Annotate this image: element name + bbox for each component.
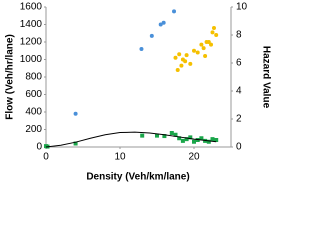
point (201, 46, 206, 51)
point (180, 138, 185, 143)
point (179, 63, 184, 68)
x-tick-label: 0 (43, 152, 49, 163)
y2-tick-label: 2 (236, 114, 242, 125)
point (206, 40, 211, 44)
chart: Density (Veh/km/lane) Flow (Veh/hr/lane)… (5, 2, 272, 183)
point (184, 53, 189, 58)
point (210, 137, 215, 142)
point (140, 133, 145, 138)
y2-tick-label: 4 (236, 86, 242, 97)
y2-tick-label: 0 (236, 142, 242, 153)
point (172, 9, 177, 14)
point (188, 135, 193, 140)
point (173, 55, 178, 60)
y2-axis-title: Hazard Value (260, 46, 271, 109)
point (162, 134, 167, 139)
point (183, 59, 188, 64)
point (214, 138, 219, 142)
y-tick-label: 400 (25, 107, 42, 118)
point (211, 26, 216, 30)
point (206, 139, 211, 144)
point (149, 33, 154, 38)
y-tick-label: 1000 (20, 54, 43, 65)
point (139, 47, 144, 51)
point (73, 141, 78, 146)
point (214, 33, 219, 37)
curve (45, 131, 217, 148)
point (155, 133, 159, 138)
point (192, 139, 196, 144)
y-tick-label: 800 (25, 72, 42, 83)
point (177, 136, 182, 141)
y-tick-label: 600 (25, 89, 42, 100)
point (210, 30, 215, 35)
point (192, 48, 196, 53)
point (158, 22, 163, 27)
point (177, 52, 182, 57)
x-tick-label: 10 (114, 152, 126, 163)
point (199, 136, 204, 141)
point (188, 61, 193, 66)
y-tick-label: 1600 (20, 2, 43, 13)
point (195, 50, 200, 55)
point (169, 131, 174, 135)
point (161, 20, 166, 25)
y2-tick-label: 10 (236, 2, 248, 13)
point (175, 68, 180, 72)
y-tick-label: 0 (36, 142, 42, 153)
x-tick-label: 20 (188, 152, 200, 163)
y-tick-label: 200 (25, 124, 42, 135)
y-axis-title: Flow (Veh/hr/lane) (5, 34, 16, 120)
y-tick-label: 1200 (20, 37, 43, 48)
point (73, 111, 78, 116)
point (184, 137, 189, 142)
point (203, 54, 208, 58)
y-tick-label: 1400 (20, 19, 43, 30)
x-axis-title: Density (Veh/km/lane) (86, 172, 189, 183)
y2-tick-label: 6 (236, 58, 242, 69)
point (199, 42, 204, 47)
point (173, 132, 178, 137)
point (209, 42, 214, 47)
y2-tick-label: 8 (236, 30, 242, 41)
